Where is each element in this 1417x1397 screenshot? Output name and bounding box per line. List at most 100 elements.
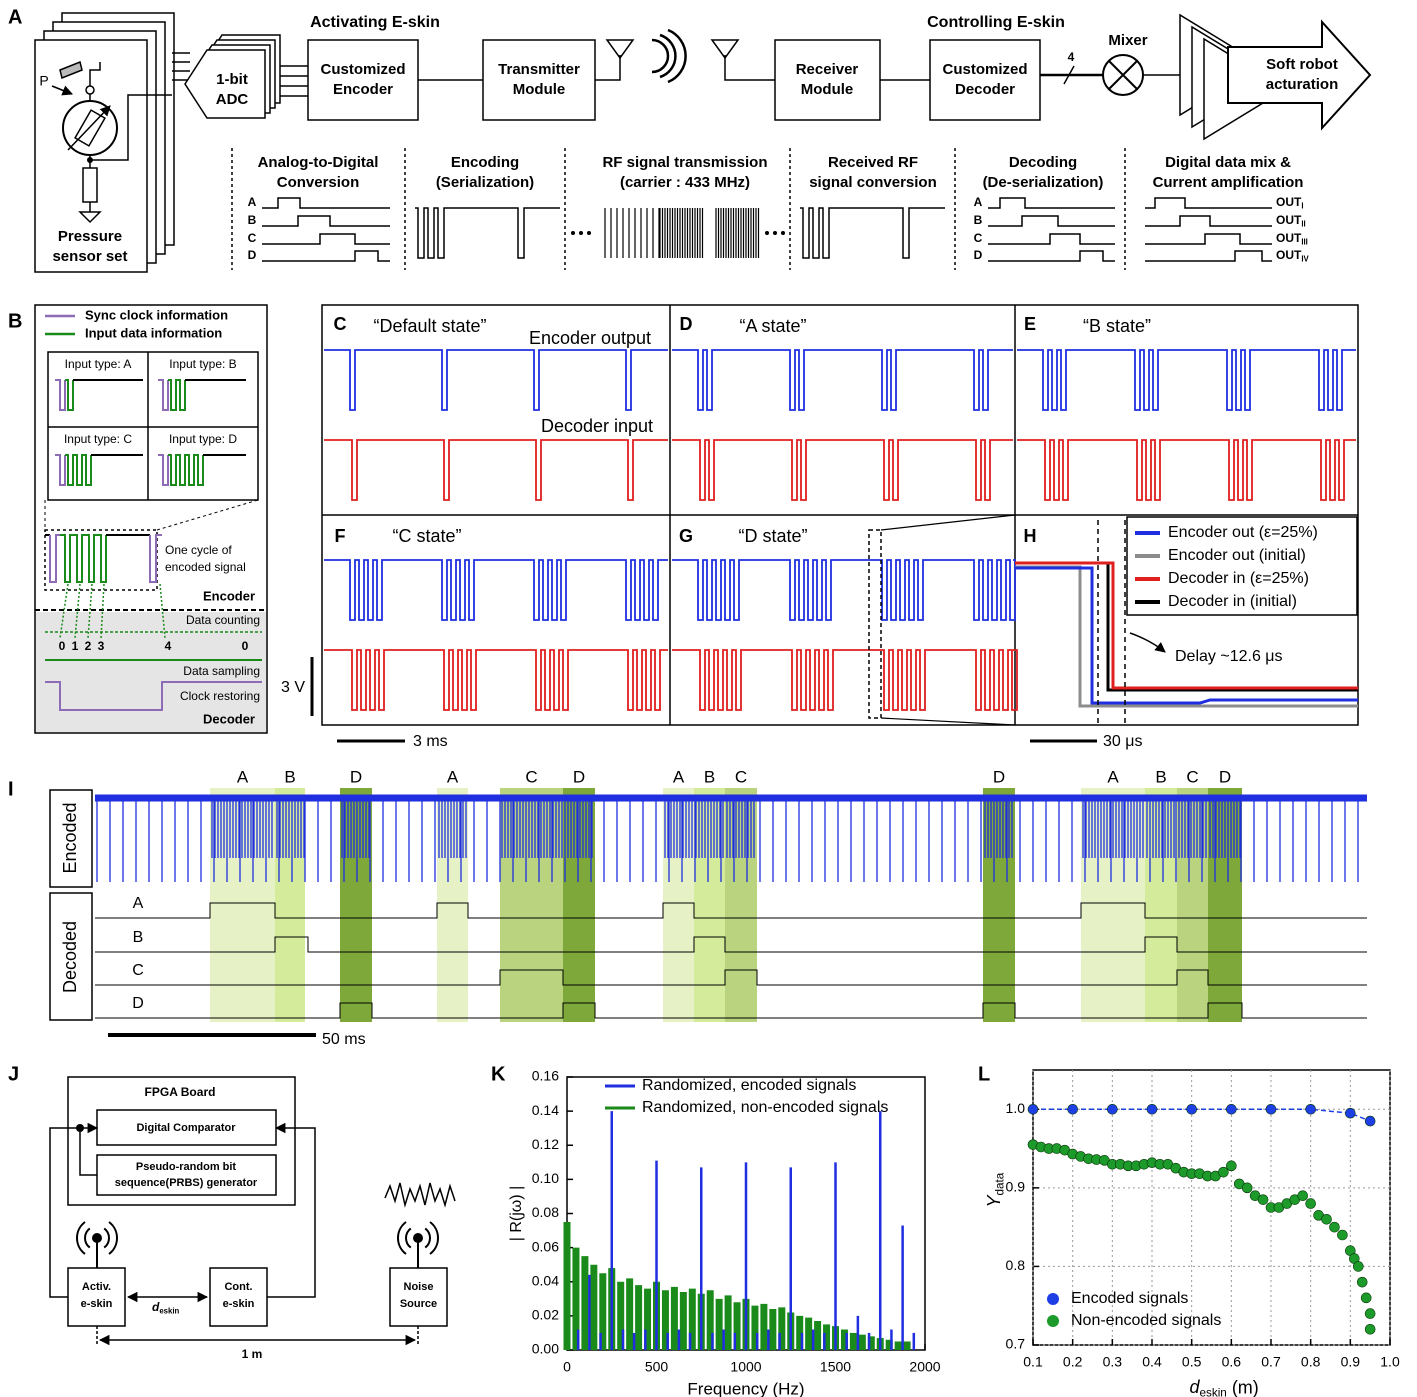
label: B xyxy=(8,310,22,332)
radio-wave xyxy=(430,1222,438,1254)
label: J xyxy=(8,1063,19,1085)
label: acturation xyxy=(1266,76,1339,93)
label: Decoded xyxy=(60,921,80,993)
data-point xyxy=(1306,1199,1316,1209)
label: A xyxy=(248,195,257,209)
y-tick-label: 0.06 xyxy=(532,1238,559,1254)
y-tick-label: 0.04 xyxy=(532,1272,559,1288)
radio-wave xyxy=(425,1228,430,1247)
label: Encoder out (ε=25%) xyxy=(1168,524,1318,541)
x-tick-label: 0.1 xyxy=(1023,1354,1043,1370)
x-tick-label: 0.7 xyxy=(1261,1354,1281,1370)
label-subscript: eskin xyxy=(1200,1386,1227,1397)
y-tick-label: 0.16 xyxy=(532,1068,559,1084)
data-point xyxy=(1353,1261,1363,1271)
label: Sync clock information xyxy=(85,307,228,322)
label: OUTIV xyxy=(1276,248,1310,263)
data-point xyxy=(1068,1104,1078,1114)
label: A xyxy=(1107,767,1119,786)
data-point xyxy=(1298,1191,1308,1201)
decoder-trace xyxy=(672,650,1017,710)
encoder-trace xyxy=(324,350,668,410)
radio-wave xyxy=(652,40,668,72)
label: “Default state” xyxy=(373,316,486,336)
data-point xyxy=(1357,1277,1367,1287)
decoder-trace xyxy=(1017,440,1356,500)
sensor-node xyxy=(86,86,94,94)
label: Input data information xyxy=(85,325,222,340)
label: 3 ms xyxy=(413,733,448,750)
legend-label: Encoded signals xyxy=(1071,1290,1188,1307)
label: B xyxy=(704,767,715,786)
y-tick-label: 0.7 xyxy=(1006,1336,1026,1352)
label: Decoding xyxy=(1009,154,1077,171)
label: Analog-to-Digital xyxy=(258,154,379,171)
label: sensor set xyxy=(52,248,127,265)
label: C xyxy=(334,314,347,334)
label: C xyxy=(1186,767,1198,786)
label: C xyxy=(248,231,257,245)
x-tick-label: 0.9 xyxy=(1341,1354,1361,1370)
label: OUTII xyxy=(1276,213,1306,228)
adc-waveform xyxy=(262,251,390,261)
legend-label: Non-encoded signals xyxy=(1071,1312,1221,1329)
label: P xyxy=(39,73,48,89)
label: Delay ~12.6 μs xyxy=(1175,648,1283,665)
data-point xyxy=(1337,1230,1347,1240)
label-subscript: IV xyxy=(1301,255,1309,264)
label: C xyxy=(735,767,747,786)
data-point xyxy=(1187,1104,1197,1114)
data-point xyxy=(1322,1214,1332,1224)
label: A xyxy=(974,195,983,209)
y-tick-label: 0.00 xyxy=(532,1341,559,1357)
label: D xyxy=(248,248,257,262)
radio-wave xyxy=(406,1228,411,1247)
radio-wave xyxy=(85,1228,90,1247)
label: Digital Comparator xyxy=(136,1122,236,1134)
noise-symbol xyxy=(385,1183,455,1205)
input-type-grid xyxy=(48,352,258,500)
output-waveform xyxy=(1145,198,1272,208)
label: Decoder input xyxy=(541,416,653,436)
label: A xyxy=(237,767,249,786)
label: Data sampling xyxy=(183,664,260,678)
decoded-waveform xyxy=(988,198,1115,208)
radio-wave xyxy=(104,1228,109,1247)
y-tick-label: 0.12 xyxy=(532,1136,559,1152)
label: encoded signal xyxy=(165,560,246,574)
y-tick-label: 0.8 xyxy=(1006,1257,1026,1273)
label: Module xyxy=(801,81,854,98)
label: Source xyxy=(400,1298,437,1310)
y-axis-title: Ydata xyxy=(984,1172,1007,1207)
label: L xyxy=(978,1063,990,1085)
label: (Serialization) xyxy=(436,174,534,191)
label: C xyxy=(132,962,144,979)
label: (carrier : 433 MHz) xyxy=(620,174,750,191)
label: Clock restoring xyxy=(180,689,260,703)
wire xyxy=(725,55,775,80)
label: E xyxy=(1024,314,1036,334)
x-tick-label: 500 xyxy=(645,1359,669,1375)
x-tick-label: 0.5 xyxy=(1182,1354,1202,1370)
received-waveform xyxy=(800,208,945,258)
label: Input type: B xyxy=(169,357,236,371)
y-tick-label: 0.9 xyxy=(1006,1179,1026,1195)
label-subscript: eskin xyxy=(159,1307,179,1316)
label-unit: (m) xyxy=(1232,1377,1259,1397)
label: Data counting xyxy=(186,613,260,627)
label: 0 xyxy=(59,639,66,653)
label: Input type: C xyxy=(64,432,132,446)
label: Module xyxy=(513,81,566,98)
ellipsis-dot xyxy=(773,231,777,235)
label: Pseudo-random bit xyxy=(136,1161,237,1173)
decoder-trace xyxy=(324,440,668,500)
x-axis-title: deskin(m) xyxy=(1190,1377,1259,1397)
adc-waveform xyxy=(262,234,390,244)
label: D xyxy=(1219,767,1231,786)
output-waveform xyxy=(1145,251,1272,261)
label: Received RF xyxy=(828,154,918,171)
label: Customized xyxy=(942,61,1027,78)
data-point xyxy=(1361,1293,1371,1303)
x-axis-title: Frequency (Hz) xyxy=(687,1379,804,1397)
x-tick-label: 0.2 xyxy=(1063,1354,1083,1370)
